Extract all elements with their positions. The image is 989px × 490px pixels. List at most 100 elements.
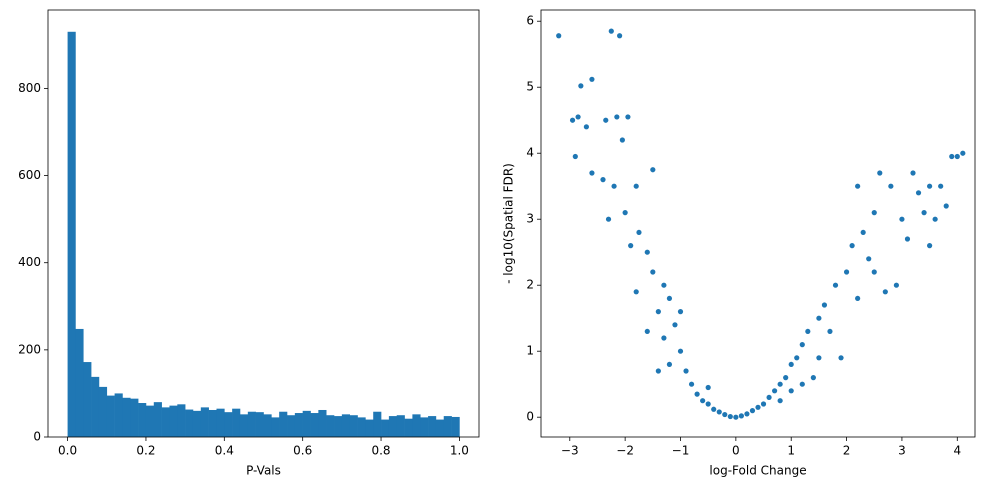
y-tick-label: 0: [33, 430, 41, 444]
point: [954, 153, 960, 160]
bar: [177, 404, 186, 437]
x-tick-label: 2: [843, 444, 851, 458]
point: [636, 229, 642, 236]
point: [777, 398, 783, 404]
y-tick-label: 400: [18, 255, 41, 269]
point: [578, 83, 584, 89]
point: [611, 183, 617, 189]
bar: [153, 402, 162, 437]
bar: [349, 415, 358, 437]
point: [700, 398, 706, 404]
y-tick-label: 4: [526, 146, 534, 160]
y-tick-label: 200: [18, 342, 41, 356]
point: [882, 289, 888, 295]
point: [661, 282, 667, 288]
x-tick-label: 1: [787, 444, 795, 458]
point: [893, 282, 899, 288]
bar: [98, 386, 108, 437]
point: [672, 322, 678, 328]
x-tick-label: 3: [898, 444, 906, 458]
bar: [428, 416, 437, 437]
bar: [169, 405, 178, 437]
point: [617, 33, 623, 39]
point: [772, 388, 778, 394]
bar: [200, 407, 209, 437]
point: [821, 302, 828, 308]
x-tick-label: 0.6: [293, 444, 312, 458]
point: [871, 210, 877, 216]
point: [843, 269, 850, 275]
x-tick-label: 4: [953, 444, 961, 458]
point: [810, 375, 816, 381]
x-tick-label: −3: [561, 444, 579, 458]
point: [755, 404, 761, 410]
point: [575, 114, 581, 120]
point: [932, 216, 938, 222]
y-tick-label: 800: [18, 81, 41, 95]
point: [849, 243, 855, 249]
point: [688, 381, 695, 387]
point: [899, 216, 905, 222]
bar: [302, 410, 311, 437]
bar: [412, 414, 421, 437]
point: [749, 408, 756, 414]
x-tick-label: −2: [616, 444, 634, 458]
point: [666, 361, 673, 368]
bar: [75, 328, 84, 437]
point: [738, 413, 744, 419]
bar: [279, 411, 288, 437]
point: [644, 249, 650, 255]
bar: [381, 419, 390, 437]
point: [589, 170, 595, 176]
point: [722, 411, 728, 418]
bar: [122, 397, 131, 437]
point: [871, 269, 877, 275]
bar: [420, 417, 429, 437]
y-axis-label: - log10(Spatial FDR): [502, 163, 516, 284]
bar: [138, 403, 147, 437]
point: [716, 409, 722, 415]
point: [644, 328, 650, 335]
point: [927, 243, 933, 249]
x-axis-label: P-Vals: [246, 464, 281, 478]
point: [877, 170, 883, 176]
point: [866, 256, 872, 262]
bar: [83, 362, 92, 437]
point: [711, 406, 717, 412]
point: [677, 309, 684, 315]
point: [788, 361, 794, 368]
bar: [443, 416, 452, 437]
point: [816, 315, 822, 321]
bar: [247, 411, 256, 437]
bar: [91, 376, 100, 437]
point: [655, 309, 661, 315]
point: [628, 243, 634, 249]
bar: [185, 409, 194, 437]
bar: [106, 395, 115, 437]
bar: [255, 412, 264, 437]
bar: [67, 31, 76, 438]
bar: [161, 407, 170, 437]
bar: [114, 393, 123, 437]
point: [589, 76, 595, 82]
point: [661, 335, 667, 341]
point: [888, 183, 894, 189]
point: [666, 295, 673, 302]
x-tick-label: 0.0: [58, 444, 77, 458]
y-tick-label: 5: [526, 80, 534, 94]
x-axis-label: log-Fold Change: [709, 464, 806, 478]
point: [705, 401, 711, 407]
bar: [318, 409, 327, 437]
bar: [310, 413, 319, 437]
bar: [404, 418, 413, 437]
bar: [145, 405, 155, 437]
bar: [294, 413, 303, 437]
point: [650, 269, 656, 275]
bar: [216, 408, 225, 437]
point: [705, 384, 711, 391]
bar: [287, 415, 296, 437]
point: [633, 183, 639, 189]
point: [683, 368, 689, 374]
point: [777, 381, 783, 387]
